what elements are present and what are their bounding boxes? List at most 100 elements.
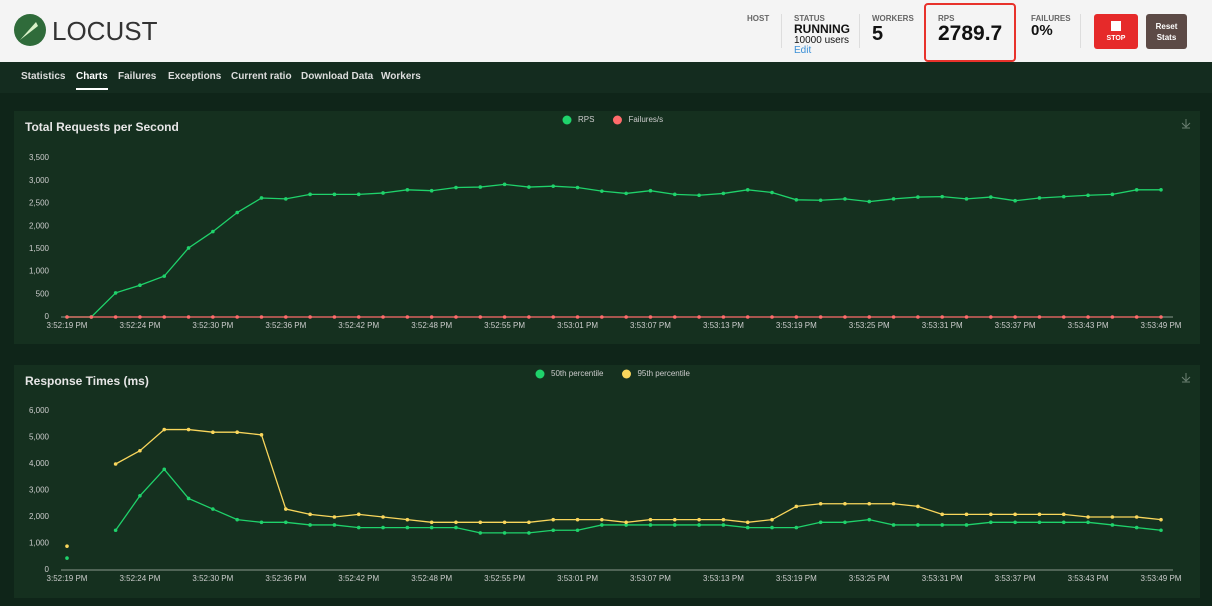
data-point <box>575 315 580 319</box>
data-point <box>551 184 556 188</box>
data-point <box>1037 315 1042 319</box>
data-point <box>308 192 312 197</box>
data-point <box>284 507 288 511</box>
tab[interactable]: Charts <box>76 71 108 90</box>
data-point <box>381 525 385 530</box>
data-point <box>162 274 167 278</box>
data-point <box>1086 515 1090 519</box>
data-point <box>113 462 118 466</box>
data-point <box>1159 188 1163 192</box>
host-label: HOST <box>747 14 770 23</box>
workers: 5 <box>872 23 884 45</box>
logo-text: LOCUST <box>52 16 158 46</box>
data-point <box>478 185 483 189</box>
data-point <box>770 315 774 319</box>
x-tick-label: 3:52:24 PM <box>119 574 160 583</box>
chart-panel <box>14 111 1200 344</box>
x-tick-label: 3:52:30 PM <box>192 574 233 583</box>
data-point <box>502 182 507 187</box>
data-point <box>429 188 434 193</box>
rps: 2789.7 <box>938 22 1003 45</box>
data-point <box>162 467 167 472</box>
data-point <box>648 517 653 522</box>
x-tick-label: 3:53:19 PM <box>776 321 817 330</box>
data-point <box>308 523 312 527</box>
data-point <box>259 433 264 437</box>
y-tick-label: 3,000 <box>29 176 50 185</box>
data-point <box>843 197 847 201</box>
y-tick-label: 2,000 <box>29 221 50 230</box>
data-point <box>1110 515 1115 519</box>
data-point <box>186 246 191 250</box>
data-point <box>770 190 774 195</box>
data-point <box>672 517 677 522</box>
tab[interactable]: Download Data <box>301 71 374 82</box>
tab[interactable]: Statistics <box>21 71 66 82</box>
y-tick-label: 1,500 <box>29 244 50 253</box>
logo-icon <box>14 14 46 46</box>
x-tick-label: 3:53:25 PM <box>849 574 890 583</box>
data-point <box>721 191 726 196</box>
data-point <box>186 315 191 319</box>
tab[interactable]: Failures <box>118 71 157 82</box>
data-point <box>429 315 434 319</box>
data-point <box>454 520 458 525</box>
data-point <box>770 525 774 530</box>
stop-button[interactable]: STOP <box>1094 14 1138 49</box>
data-point <box>381 515 385 519</box>
data-point <box>940 512 944 517</box>
y-tick-label: 4,000 <box>29 459 50 468</box>
data-point <box>1159 315 1163 319</box>
tab[interactable]: Exceptions <box>168 71 222 82</box>
data-point <box>356 192 361 197</box>
highlight-box <box>924 3 1016 62</box>
data-point <box>1013 520 1017 525</box>
x-tick-label: 3:52:19 PM <box>47 321 88 330</box>
data-point <box>624 191 628 196</box>
tab[interactable]: Current ratio <box>231 71 292 82</box>
data-point <box>1134 315 1139 319</box>
x-tick-label: 3:53:49 PM <box>1141 321 1182 330</box>
data-point <box>138 448 142 453</box>
data-point <box>1013 315 1017 319</box>
data-point <box>1134 525 1139 530</box>
download-icon <box>1181 373 1191 383</box>
data-point <box>65 544 69 548</box>
data-point <box>405 188 410 192</box>
chart-title: Response Times (ms) <box>25 374 149 388</box>
header: LOCUST HOST STATUS RUNNING 10000 users E… <box>0 0 1212 62</box>
data-point <box>478 531 483 535</box>
y-tick-label: 1,000 <box>29 267 50 276</box>
data-point <box>332 523 337 527</box>
data-point <box>672 192 677 197</box>
data-point <box>843 501 847 506</box>
legend-swatch <box>562 115 572 125</box>
data-point <box>867 517 872 522</box>
data-point <box>284 197 288 201</box>
data-point <box>891 315 896 319</box>
data-point <box>89 315 94 319</box>
data-point <box>332 315 337 319</box>
data-point <box>697 193 701 198</box>
data-point <box>454 525 458 530</box>
data-point <box>356 315 361 319</box>
data-point <box>964 197 969 201</box>
tab[interactable]: Workers <box>381 71 421 82</box>
data-point <box>527 185 531 189</box>
legend-swatch <box>612 115 622 125</box>
workers-label: WORKERS <box>872 14 914 23</box>
data-point <box>575 517 580 522</box>
data-point <box>284 315 288 319</box>
data-point <box>867 315 872 319</box>
data-point <box>211 430 215 435</box>
data-point <box>65 315 69 319</box>
reset-button[interactable]: Reset Stats <box>1146 14 1187 49</box>
data-point <box>600 315 604 319</box>
edit-link[interactable]: Edit <box>794 45 812 56</box>
separator <box>1080 14 1081 48</box>
data-point <box>527 315 531 319</box>
data-point <box>745 315 750 319</box>
data-point <box>551 528 556 533</box>
data-point <box>502 520 507 525</box>
data-point <box>235 517 239 522</box>
